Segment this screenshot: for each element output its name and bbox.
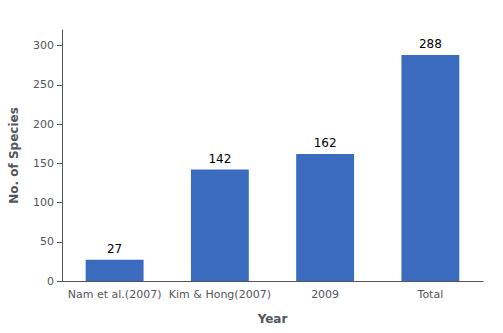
svg-text:200: 200	[33, 118, 54, 131]
svg-text:162: 162	[314, 136, 337, 150]
svg-text:2009: 2009	[311, 288, 339, 301]
svg-text:Kim & Hong(2007): Kim & Hong(2007)	[169, 288, 271, 301]
svg-text:100: 100	[33, 196, 54, 209]
svg-text:300: 300	[33, 39, 54, 52]
svg-text:50: 50	[40, 235, 54, 248]
svg-text:No. of Species: No. of Species	[7, 107, 21, 204]
svg-text:150: 150	[33, 157, 54, 170]
svg-text:250: 250	[33, 78, 54, 91]
svg-text:Nam et al.(2007): Nam et al.(2007)	[68, 288, 162, 301]
svg-text:Total: Total	[417, 288, 444, 301]
svg-text:0: 0	[47, 275, 54, 288]
svg-text:142: 142	[208, 152, 231, 166]
svg-text:Year: Year	[257, 312, 288, 326]
svg-text:288: 288	[419, 37, 442, 51]
svg-text:27: 27	[107, 242, 122, 256]
